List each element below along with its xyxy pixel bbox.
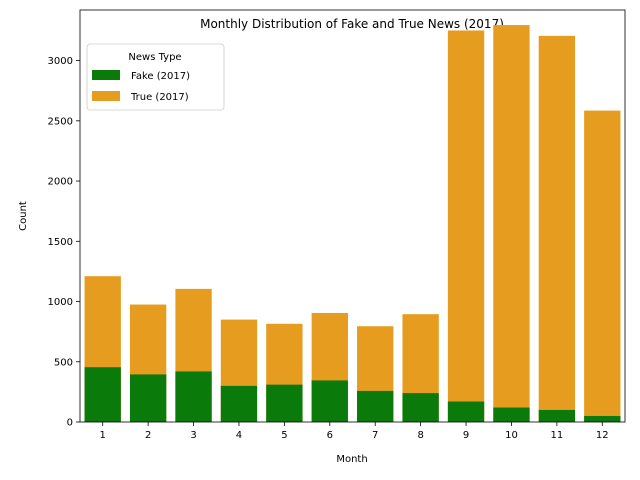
bar-fake-9 — [447, 401, 485, 422]
x-axis-label: Month — [336, 454, 367, 465]
y-tick-label: 0 — [67, 418, 73, 429]
y-tick-label: 500 — [54, 357, 73, 368]
y-axis: 0 500 1000 1500 2000 2500 3000 — [48, 56, 80, 429]
x-tick-label: 6 — [327, 430, 333, 441]
x-tick-label: 5 — [281, 430, 287, 441]
plot-area — [84, 25, 621, 423]
bar-fake-5 — [266, 384, 303, 422]
x-tick-label: 4 — [236, 430, 242, 441]
x-tick-label: 8 — [417, 430, 423, 441]
x-axis: 1 2 3 4 5 6 7 8 9 10 11 12 — [100, 422, 609, 441]
y-tick-label: 1500 — [48, 237, 73, 248]
bar-fake-10 — [493, 407, 530, 422]
y-tick-label: 2500 — [48, 116, 73, 127]
bar-fake-8 — [402, 393, 439, 422]
y-tick-label: 1000 — [48, 297, 73, 308]
x-tick-label: 3 — [190, 430, 196, 441]
bar-fake-3 — [175, 371, 212, 422]
bar-fake-1 — [84, 367, 121, 422]
x-tick-label: 9 — [463, 430, 469, 441]
bar-fake-4 — [220, 385, 258, 422]
x-tick-label: 7 — [372, 430, 378, 441]
legend-label-fake: Fake (2017) — [131, 71, 190, 82]
bar-fake-11 — [538, 409, 576, 422]
x-tick-label: 10 — [505, 430, 518, 441]
bar-true-11 — [538, 35, 576, 423]
y-tick-label: 3000 — [48, 56, 73, 67]
plot-frame — [79, 9, 626, 423]
legend: News Type Fake (2017) True (2017) — [86, 43, 225, 111]
bar-fake-7 — [357, 390, 394, 422]
y-axis-label: Count — [18, 201, 29, 231]
bar-fake-12 — [584, 415, 621, 422]
bar-true-12 — [584, 110, 621, 422]
legend-label-true: True (2017) — [130, 92, 189, 103]
legend-box — [86, 43, 225, 111]
x-tick-label: 11 — [551, 430, 564, 441]
x-tick-label: 2 — [145, 430, 151, 441]
legend-title: News Type — [128, 52, 181, 63]
legend-swatch-fake — [92, 70, 120, 80]
chart-title: Monthly Distribution of Fake and True Ne… — [200, 17, 504, 31]
bar-true-9 — [447, 30, 485, 422]
y-tick-label: 2000 — [48, 177, 73, 188]
bar-fake-6 — [311, 380, 348, 422]
legend-swatch-true — [92, 91, 120, 101]
bar-true-10 — [493, 25, 530, 423]
bar-fake-2 — [129, 374, 167, 422]
x-tick-label: 1 — [100, 430, 106, 441]
x-tick-label: 12 — [596, 430, 609, 441]
